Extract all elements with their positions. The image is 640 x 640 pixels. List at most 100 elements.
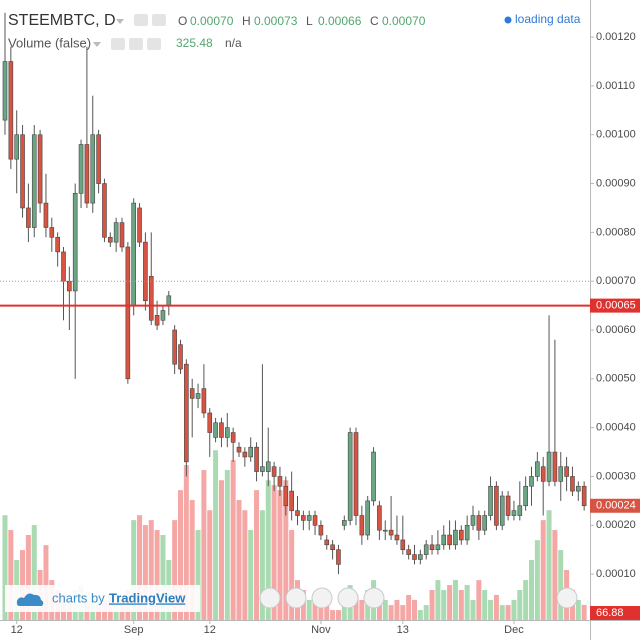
candle-body <box>564 466 569 477</box>
candle-body <box>365 500 371 536</box>
candle-body <box>102 183 107 238</box>
status: loading data <box>515 12 581 26</box>
candle-body <box>26 207 31 228</box>
volume-bar <box>353 594 359 620</box>
candle-body <box>552 451 558 482</box>
eye-button[interactable] <box>111 38 125 50</box>
candle-body <box>213 422 218 438</box>
volume-bar <box>452 580 458 620</box>
candle-body <box>464 524 470 541</box>
volume-bar <box>546 510 552 620</box>
reset[interactable] <box>311 587 333 609</box>
zoom-in[interactable] <box>337 587 359 609</box>
candle-layer <box>2 12 587 575</box>
dropdown[interactable] <box>93 42 101 47</box>
volume-bar <box>289 530 295 620</box>
volume-bar <box>359 599 365 620</box>
volume-bar <box>154 530 160 620</box>
volume-bar <box>2 515 8 620</box>
volume-bar <box>25 535 31 620</box>
brand-link[interactable]: TradingView <box>109 590 186 605</box>
close-button[interactable] <box>147 38 161 50</box>
settings-button[interactable] <box>152 14 166 26</box>
candle-body <box>406 549 411 555</box>
candle-body <box>166 295 172 306</box>
ohlc-key: H <box>242 14 251 28</box>
candle-body <box>96 134 101 184</box>
brand-logo[interactable] <box>16 593 44 606</box>
volume-bar <box>265 480 271 620</box>
candle-body <box>37 134 43 204</box>
volume-bar <box>552 530 558 620</box>
x-tick-label: 12 <box>11 624 23 636</box>
volume-bar <box>277 490 283 620</box>
volume-bar <box>388 605 394 620</box>
volume-bar <box>441 590 447 620</box>
dropdown[interactable] <box>116 19 124 24</box>
candle-body <box>388 529 394 536</box>
settings-button[interactable] <box>129 38 143 50</box>
volume-bar <box>423 605 429 620</box>
x-tick-label: Sep <box>124 624 144 636</box>
candle-body <box>201 388 207 414</box>
candle-body <box>494 485 499 526</box>
candle-body <box>2 61 8 121</box>
candle-body <box>353 432 359 516</box>
volume-bar <box>248 530 254 620</box>
volume-bar <box>31 525 37 620</box>
candle-body <box>435 544 441 551</box>
zoom-out[interactable] <box>285 587 307 609</box>
candle-body <box>172 329 177 365</box>
candle-body <box>482 515 488 531</box>
brand-prefix: charts by <box>52 590 105 605</box>
candle-body <box>295 510 300 516</box>
volume-bar <box>476 580 482 620</box>
volume-bar <box>318 605 324 620</box>
candle-body <box>505 495 511 516</box>
candle-body <box>529 476 534 487</box>
eye-button[interactable] <box>134 14 148 26</box>
candle-body <box>8 61 14 160</box>
candle-body <box>143 241 148 302</box>
volume-bar <box>195 530 201 620</box>
candle-body <box>499 495 505 526</box>
candle-body <box>137 207 142 243</box>
candle-body <box>289 490 294 511</box>
y-tick-label: 0.00110 <box>596 80 635 92</box>
candle-body <box>31 134 37 228</box>
x-tick-label: Dec <box>504 624 524 636</box>
candle-body <box>195 393 201 399</box>
y-tick-label: 0.00050 <box>596 373 636 385</box>
volume-bar <box>160 535 166 620</box>
volume-bar <box>213 450 219 620</box>
candle-body <box>488 485 493 516</box>
last-price-label: 0.00024 <box>596 500 636 512</box>
volume-bar <box>183 465 189 620</box>
y-tick-label: 0.00090 <box>596 177 636 189</box>
candle-body <box>511 510 517 516</box>
volume-bar <box>482 590 488 620</box>
volume-bar <box>113 605 119 620</box>
volume-bar <box>470 599 476 620</box>
nav-right[interactable] <box>363 587 385 609</box>
candle-body <box>160 310 166 321</box>
x-tick-label: Nov <box>311 624 331 636</box>
ohlc-key: C <box>370 14 379 28</box>
nav-left[interactable] <box>259 587 281 609</box>
y-tick-label: 0.00100 <box>596 129 636 141</box>
volume-bar <box>505 605 511 620</box>
x-tick-label: 13 <box>397 624 409 636</box>
candle-body <box>523 485 528 507</box>
symbol: STEEMBTC, D <box>8 12 116 29</box>
candle-body <box>453 529 458 546</box>
volume-bar <box>581 604 587 620</box>
volume-readout-na: n/a <box>225 36 242 50</box>
candle-body <box>20 134 25 209</box>
y-tick-label: 0.00020 <box>596 519 636 531</box>
candle-body <box>441 534 447 546</box>
y-tick-label: 0.00030 <box>596 470 636 482</box>
volume-bar <box>529 560 534 620</box>
candle-body <box>43 202 49 228</box>
scroll-right[interactable] <box>556 587 578 609</box>
